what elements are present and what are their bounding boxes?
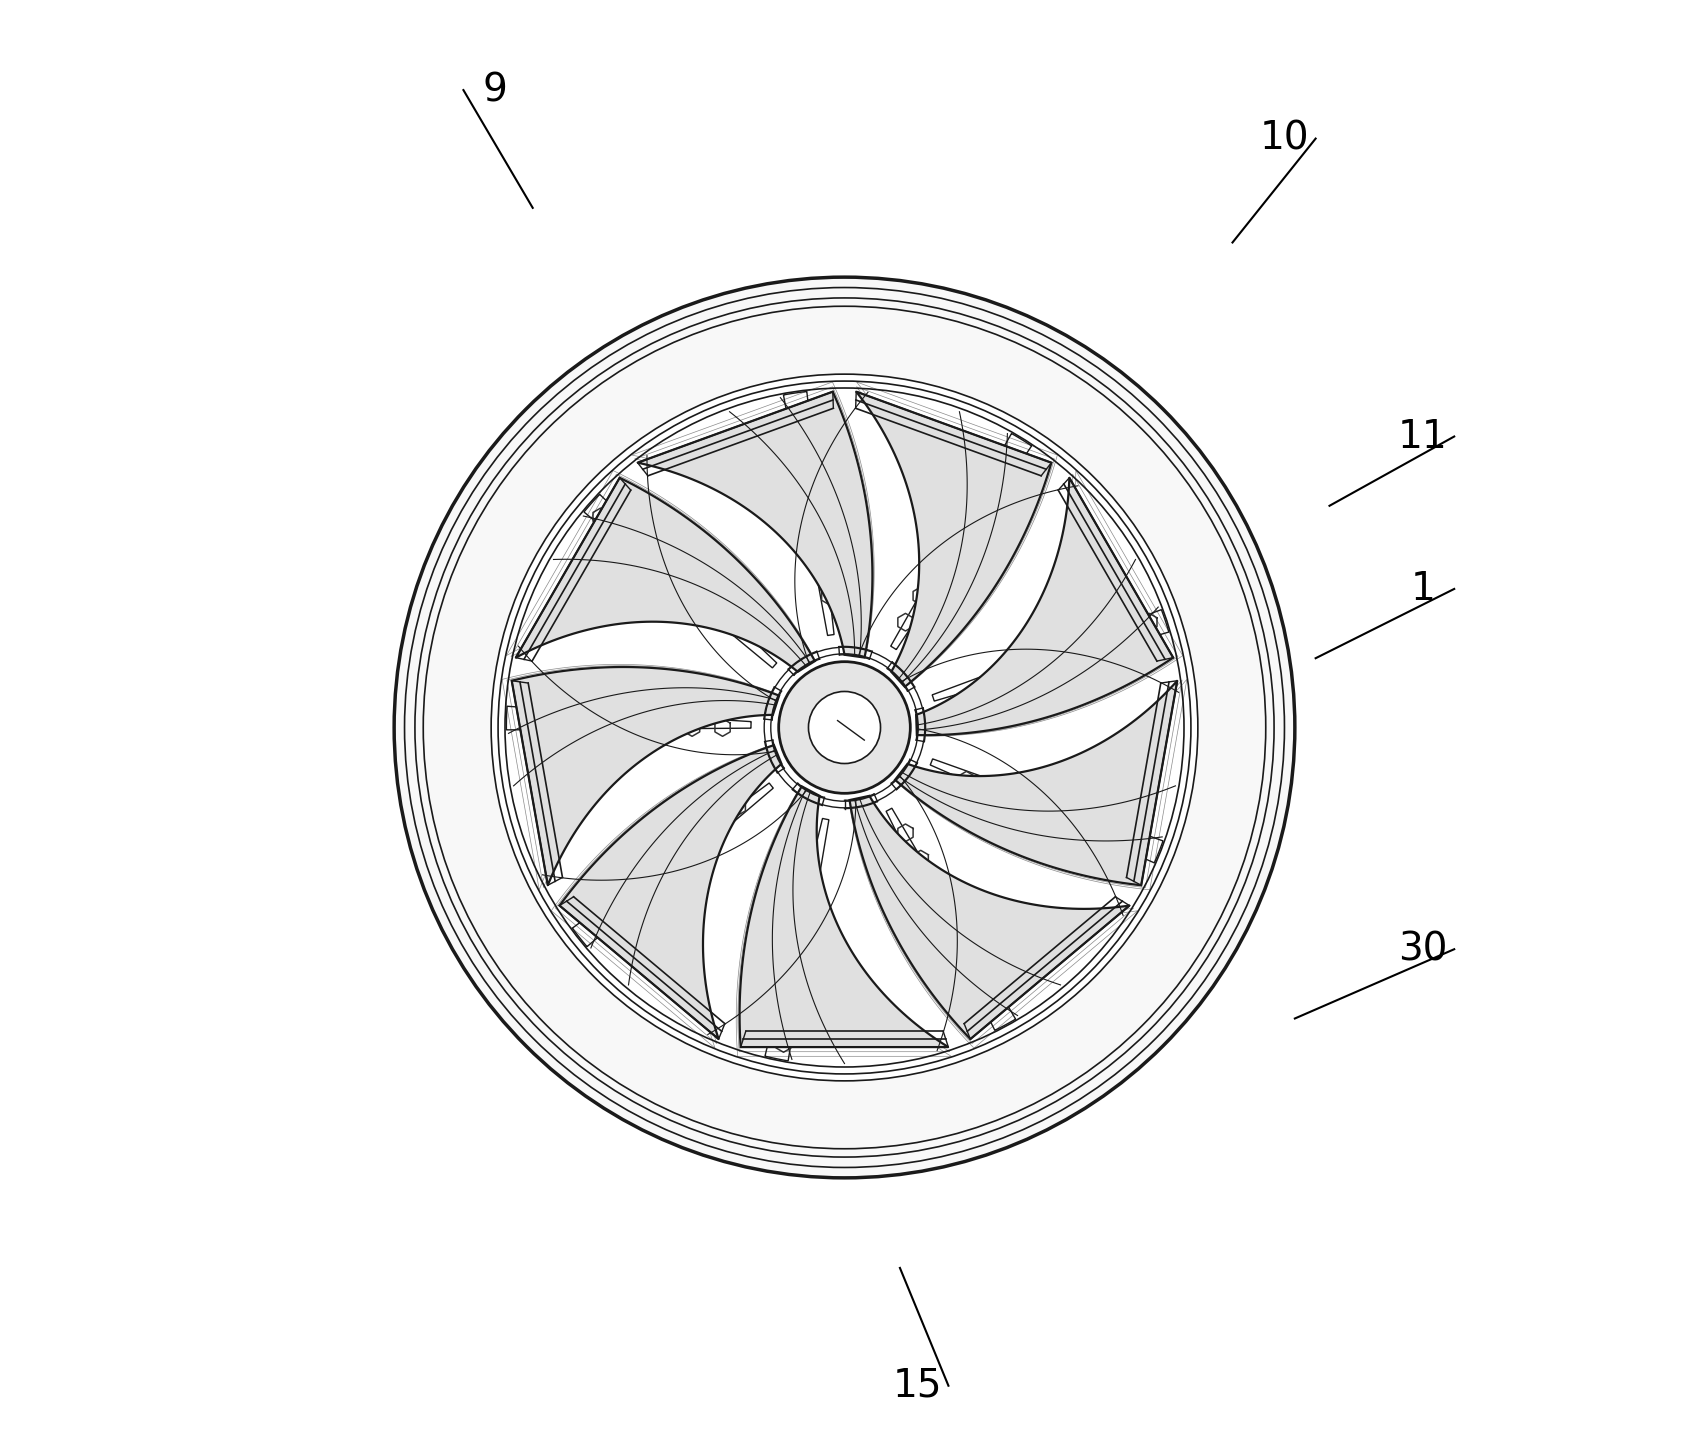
Polygon shape: [856, 391, 1051, 687]
Polygon shape: [559, 745, 782, 1039]
Text: 30: 30: [1398, 930, 1447, 968]
Polygon shape: [887, 808, 1015, 1030]
Polygon shape: [638, 391, 873, 658]
Polygon shape: [765, 818, 829, 1061]
Text: 15: 15: [892, 1366, 942, 1404]
Text: 10: 10: [1260, 119, 1309, 157]
Polygon shape: [573, 783, 774, 947]
Polygon shape: [584, 495, 777, 668]
Circle shape: [491, 374, 1198, 1081]
Polygon shape: [784, 391, 834, 636]
Polygon shape: [931, 760, 1164, 863]
Text: 9: 9: [481, 71, 507, 109]
Polygon shape: [890, 434, 1032, 649]
Polygon shape: [740, 786, 948, 1048]
Polygon shape: [850, 796, 1130, 1039]
Circle shape: [394, 276, 1295, 1179]
Polygon shape: [507, 706, 752, 730]
Polygon shape: [515, 477, 814, 672]
Text: 11: 11: [1398, 418, 1447, 455]
Polygon shape: [932, 610, 1169, 701]
Circle shape: [809, 691, 880, 764]
Circle shape: [779, 662, 910, 793]
Polygon shape: [915, 477, 1174, 735]
Polygon shape: [512, 666, 779, 885]
Polygon shape: [895, 681, 1177, 885]
Text: 1: 1: [1410, 570, 1436, 608]
